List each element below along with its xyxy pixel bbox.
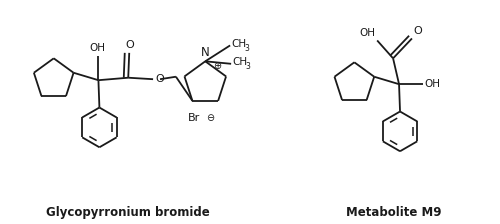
Text: Metabolite M9: Metabolite M9 [346,206,442,219]
Text: OH: OH [359,28,375,38]
Text: ⊖: ⊖ [206,113,214,123]
Text: Br: Br [188,113,200,123]
Text: OH: OH [424,79,440,89]
Text: 3: 3 [244,44,249,53]
Text: ⊕: ⊕ [212,61,221,71]
Text: OH: OH [90,43,106,53]
Text: 3: 3 [245,62,250,71]
Text: O: O [126,40,134,50]
Text: O: O [414,26,422,37]
Text: Glycopyrronium bromide: Glycopyrronium bromide [46,206,210,219]
Text: CH: CH [231,39,246,49]
Text: N: N [201,46,209,59]
Text: CH: CH [232,57,247,67]
Text: O: O [155,74,164,84]
